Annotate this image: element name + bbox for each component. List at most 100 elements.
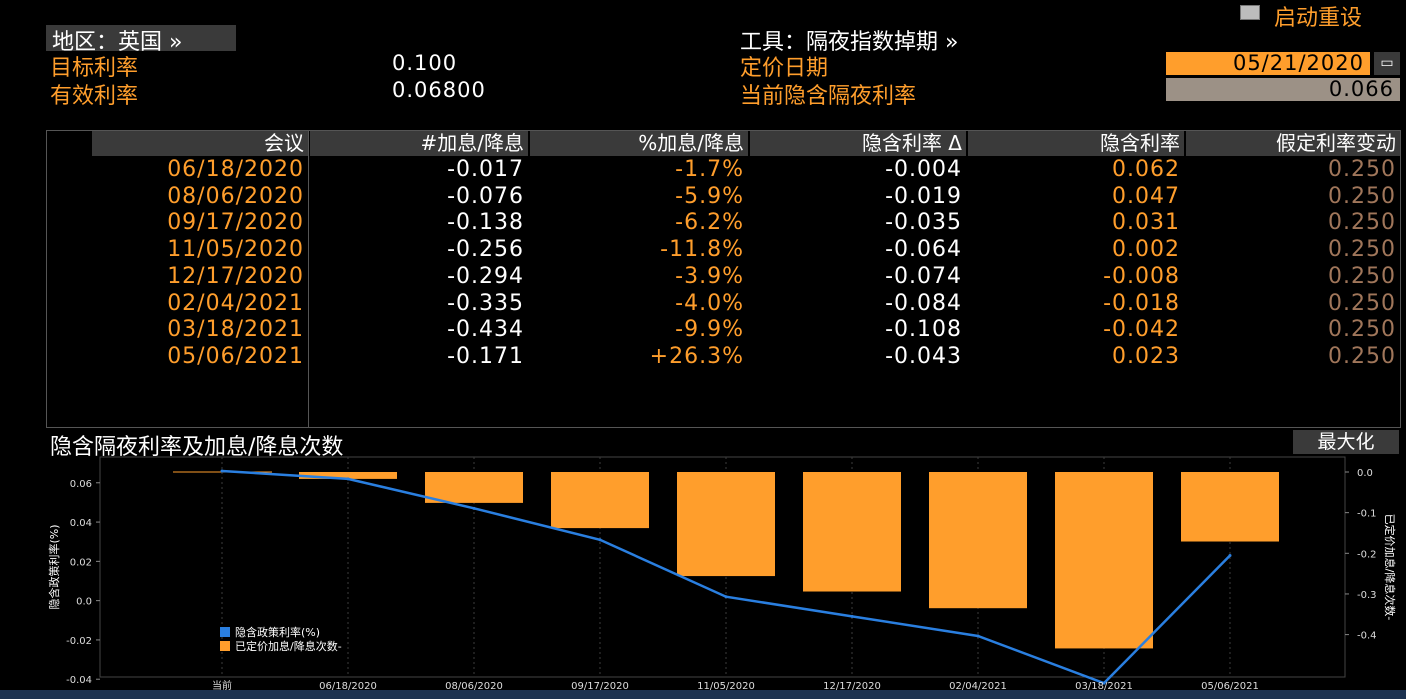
cell-hikes-cuts-pct: -4.0% — [675, 290, 744, 316]
line-point — [850, 614, 854, 618]
cell-implied-rate: 0.023 — [1112, 343, 1180, 369]
cell-meeting-date[interactable]: 02/04/2021 — [167, 290, 304, 316]
line-point — [1102, 681, 1106, 685]
plot-frame — [99, 456, 1346, 678]
cell-assumed-move: 0.250 — [1328, 210, 1396, 236]
y2-tick-label: -0.4 — [1357, 631, 1377, 642]
x-tick-label: 12/17/2020 — [823, 681, 881, 690]
cell-hikes-cuts-count: -0.294 — [447, 263, 524, 289]
effective-rate-value: 0.06800 — [392, 78, 486, 102]
cell-implied-rate: -0.018 — [1103, 290, 1180, 316]
cell-hikes-cuts-count: -0.138 — [447, 210, 524, 236]
y2-tick-label: -0.1 — [1357, 509, 1377, 520]
pricing-date-input[interactable]: 05/21/2020 — [1166, 52, 1370, 75]
region-label[interactable]: 地区：英国 » — [52, 30, 183, 55]
cell-implied-delta: -0.035 — [885, 210, 962, 236]
target-rate-label: 目标利率 — [50, 56, 139, 81]
cell-hikes-cuts-pct: -6.2% — [675, 210, 744, 236]
line-point — [346, 477, 350, 481]
col-header-hikes-cuts-count[interactable]: #加息/降息 — [310, 131, 528, 156]
cell-meeting-date[interactable]: 05/06/2021 — [167, 343, 304, 369]
effective-rate-label: 有效利率 — [50, 84, 139, 109]
y-tick-label: 0.06 — [70, 479, 92, 490]
cell-meeting-date[interactable]: 11/05/2020 — [167, 237, 304, 263]
bar — [425, 472, 523, 503]
legend-swatch-bar — [220, 641, 230, 651]
chart-title: 隐含隔夜利率及加息/降息次数 — [50, 435, 344, 460]
col-header-implied-delta[interactable]: 隐含利率 Δ — [750, 131, 966, 156]
cell-hikes-cuts-count: -0.256 — [447, 237, 524, 263]
col-header-hikes-cuts-pct[interactable]: %加息/降息 — [530, 131, 748, 156]
y2-tick-label: -0.2 — [1357, 549, 1377, 560]
cell-hikes-cuts-pct: -3.9% — [675, 263, 744, 289]
cell-implied-delta: -0.074 — [885, 263, 962, 289]
x-tick-label: 05/06/2021 — [1201, 681, 1259, 690]
y-tick-label: -0.04 — [66, 675, 92, 686]
cell-hikes-cuts-count: -0.335 — [447, 290, 524, 316]
y2-tick-label: 0.0 — [1357, 468, 1373, 479]
cell-implied-rate: 0.031 — [1112, 210, 1180, 236]
y-tick-label: -0.02 — [66, 636, 92, 647]
line-point — [598, 538, 602, 542]
x-tick-label: 03/18/2021 — [1075, 681, 1133, 690]
cell-hikes-cuts-pct: -11.8% — [660, 237, 744, 263]
restart-label[interactable]: 启动重设 — [1274, 6, 1363, 31]
cell-implied-rate: 0.062 — [1112, 157, 1180, 182]
region-selector[interactable] — [46, 25, 236, 51]
bar — [551, 472, 649, 529]
cell-assumed-move: 0.250 — [1328, 290, 1396, 316]
x-tick-label: 02/04/2021 — [949, 681, 1007, 690]
cell-hikes-cuts-pct: +26.3% — [649, 343, 744, 369]
legend-swatch-line — [220, 627, 230, 637]
cell-hikes-cuts-count: -0.076 — [447, 183, 524, 209]
cell-meeting-date[interactable]: 12/17/2020 — [167, 263, 304, 289]
legend-label-line: 隐含政策利率(%) — [235, 625, 320, 639]
rate-chart: 0.06 0.04 0.02 0.0 -0.02 -0.04 0.0 -0.1 -0.2 -0.3… — [47, 456, 1397, 690]
y-tick-label: 0.0 — [76, 597, 92, 608]
cell-assumed-move: 0.250 — [1328, 157, 1396, 182]
restart-checkbox[interactable] — [1240, 5, 1260, 20]
bar — [1055, 472, 1153, 649]
cell-implied-delta: -0.004 — [885, 157, 962, 182]
line-point — [220, 469, 224, 473]
x-tick-label: 08/06/2020 — [445, 681, 503, 690]
col-header-meeting[interactable]: 会议 — [92, 131, 308, 156]
implied-rate-label: 当前隐含隔夜利率 — [740, 84, 917, 109]
calendar-icon[interactable]: ▭ — [1374, 52, 1400, 75]
legend-label-bar: 已定价加息/降息次数- — [235, 639, 342, 653]
cell-assumed-move: 0.250 — [1328, 263, 1396, 289]
cell-meeting-date[interactable]: 09/17/2020 — [167, 210, 304, 236]
cell-hikes-cuts-pct: -9.9% — [675, 317, 744, 343]
cell-implied-rate: 0.047 — [1112, 183, 1180, 209]
cell-implied-delta: -0.084 — [885, 290, 962, 316]
cell-hikes-cuts-count: -0.171 — [447, 343, 524, 369]
y-tick-label: 0.04 — [70, 518, 92, 529]
instrument-selector[interactable]: 工具：隔夜指数掉期 » — [740, 30, 959, 55]
cell-hikes-cuts-count: -0.434 — [447, 317, 524, 343]
bar — [929, 472, 1027, 609]
y2-axis-label: 已定价加息/降息次数- — [1383, 514, 1397, 621]
cell-hikes-cuts-pct: -5.9% — [675, 183, 744, 209]
cell-meeting-date[interactable]: 03/18/2021 — [167, 317, 304, 343]
cell-meeting-date[interactable]: 08/06/2020 — [167, 183, 304, 209]
x-tick-label: 09/17/2020 — [571, 681, 629, 690]
cell-assumed-move: 0.250 — [1328, 317, 1396, 343]
x-tick-label: 11/05/2020 — [697, 681, 755, 690]
cell-assumed-move: 0.250 — [1328, 343, 1396, 369]
cell-implied-rate: 0.002 — [1112, 237, 1180, 263]
col-header-assumed-move[interactable]: 假定利率变动 — [1186, 131, 1400, 156]
bar — [1181, 472, 1279, 542]
y-axis-label: 隐含政策利率(%) — [47, 524, 61, 609]
cell-assumed-move: 0.250 — [1328, 237, 1396, 263]
target-rate-value: 0.100 — [392, 51, 458, 75]
col-header-implied-rate[interactable]: 隐含利率 — [968, 131, 1184, 156]
cell-meeting-date[interactable]: 06/18/2020 — [167, 157, 304, 182]
bar — [677, 472, 775, 577]
cell-implied-delta: -0.064 — [885, 237, 962, 263]
cell-assumed-move: 0.250 — [1328, 183, 1396, 209]
implied-rate-value: 0.066 — [1166, 78, 1400, 101]
bar — [299, 472, 397, 479]
cell-implied-delta: -0.019 — [885, 183, 962, 209]
maximize-button[interactable]: 最大化 — [1293, 430, 1399, 454]
line-point — [724, 595, 728, 599]
